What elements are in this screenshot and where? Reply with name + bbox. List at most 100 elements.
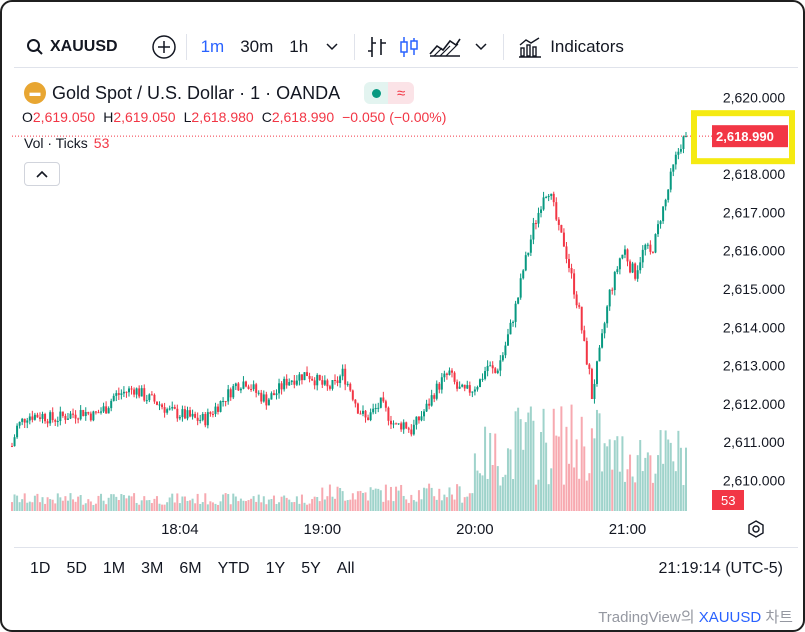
candle-body	[639, 262, 642, 271]
volume-bar	[598, 413, 601, 511]
volume-bar	[484, 426, 487, 511]
interval-30m[interactable]: 30m	[240, 36, 274, 56]
top-toolbar: XAUUSD 1m 30m 1h	[14, 26, 798, 68]
candle-body	[191, 413, 194, 417]
attribution: TradingView의 XAUUSD 차트	[598, 606, 793, 627]
price-axis[interactable]: 2,620.0002,619.0002,618.0002,617.0002,61…	[723, 89, 785, 488]
collapse-legend-button[interactable]	[24, 162, 60, 186]
candles-style-button[interactable]	[393, 31, 425, 63]
volume-bar	[514, 411, 517, 511]
volume-bar	[117, 500, 120, 511]
candle-body	[618, 258, 621, 270]
interval-1h[interactable]: 1h	[289, 36, 309, 56]
candle-body	[181, 409, 184, 418]
volume-bar	[229, 504, 232, 511]
candle-body	[194, 413, 197, 418]
range-1m[interactable]: 1M	[102, 560, 126, 577]
price-tick-label: 2,612.000	[723, 396, 785, 412]
candle-body	[140, 388, 143, 397]
volume-bar	[354, 499, 357, 511]
attribution-prefix: TradingView의	[598, 609, 699, 626]
range-5y[interactable]: 5Y	[301, 560, 321, 577]
candle-body	[649, 244, 652, 252]
time-axis[interactable]: 18:04 19:00 20:00 21:00	[161, 521, 646, 538]
candle-body	[356, 403, 359, 414]
candle-body	[206, 412, 209, 426]
attribution-symbol-link[interactable]: XAUUSD	[698, 609, 762, 626]
range-all[interactable]: All	[336, 560, 355, 577]
candle-body	[458, 386, 461, 389]
candle-body	[626, 249, 629, 262]
candle-body	[664, 199, 667, 207]
candle-body	[239, 388, 242, 391]
volume-bar	[201, 502, 204, 511]
range-6m[interactable]: 6M	[179, 560, 202, 577]
volume-bar	[26, 502, 29, 511]
volume-bar	[517, 407, 520, 511]
indicators-button[interactable]: Indicators	[510, 31, 632, 63]
volume-legend[interactable]: Vol · Ticks 53	[24, 135, 109, 151]
volume-bar	[491, 465, 494, 511]
candle-body	[11, 446, 13, 448]
candle-body	[227, 389, 230, 402]
candle-body	[311, 378, 314, 381]
candle-body	[77, 418, 80, 420]
volume-bar	[252, 496, 255, 511]
volume-bar	[97, 495, 100, 511]
candle-body	[107, 408, 110, 414]
compare-symbol-button[interactable]	[148, 31, 180, 63]
range-1y[interactable]: 1Y	[265, 560, 286, 577]
volume-bar	[374, 488, 377, 511]
range-1d[interactable]: 1D	[30, 560, 51, 577]
volume-bar	[293, 502, 296, 511]
volume-bar	[181, 496, 184, 511]
candle-body	[252, 384, 255, 390]
symbol-legend[interactable]: ▬ Gold Spot / U.S. Dollar · 1 · OANDA ≈	[24, 82, 415, 104]
volume-bar	[369, 487, 372, 511]
range-3m[interactable]: 3M	[141, 560, 164, 577]
volume-bar	[163, 504, 166, 511]
symbol-search-button[interactable]: XAUUSD	[14, 31, 126, 63]
candle-body	[306, 372, 309, 377]
candle-body	[651, 251, 654, 253]
timezone-clock[interactable]: 21:19:14 (UTC-5)	[658, 560, 784, 577]
candle-body	[344, 368, 347, 385]
volume-bar	[603, 443, 606, 511]
candle-body	[657, 224, 660, 235]
candle-body	[542, 197, 545, 210]
candle-body	[595, 361, 598, 384]
candle-body	[16, 425, 19, 438]
volume-bar	[499, 485, 502, 511]
volume-bar	[415, 501, 418, 511]
candle-body	[382, 397, 385, 402]
candle-body	[560, 224, 563, 233]
candle-body	[611, 289, 614, 291]
volume-bar	[145, 500, 148, 511]
interval-1m[interactable]: 1m	[200, 36, 225, 56]
settings-icon[interactable]	[746, 519, 766, 539]
candle-body	[361, 410, 364, 414]
market-status-pill[interactable]: ≈	[364, 82, 415, 104]
volume-bar	[621, 436, 624, 511]
toolbar-divider	[503, 33, 505, 60]
candle-body	[484, 371, 487, 379]
candle-body	[590, 368, 593, 399]
area-chart-icon	[429, 38, 461, 57]
volume-bar	[239, 498, 242, 511]
volume-bar	[562, 484, 565, 511]
candle-body	[519, 278, 522, 298]
area-style-button[interactable]	[425, 31, 465, 63]
volume-bar	[321, 487, 324, 511]
bar-style-button[interactable]	[361, 31, 393, 63]
interval-dropdown[interactable]	[316, 31, 348, 63]
volume-bar	[23, 493, 26, 511]
range-5d[interactable]: 5D	[66, 560, 87, 577]
volume-bar	[522, 449, 525, 511]
candle-body	[125, 391, 128, 393]
volume-bar	[616, 436, 619, 511]
range-ytd[interactable]: YTD	[217, 560, 250, 577]
volume-bar	[344, 500, 347, 511]
volume-bar	[590, 428, 593, 511]
chart-style-dropdown[interactable]	[465, 31, 497, 63]
